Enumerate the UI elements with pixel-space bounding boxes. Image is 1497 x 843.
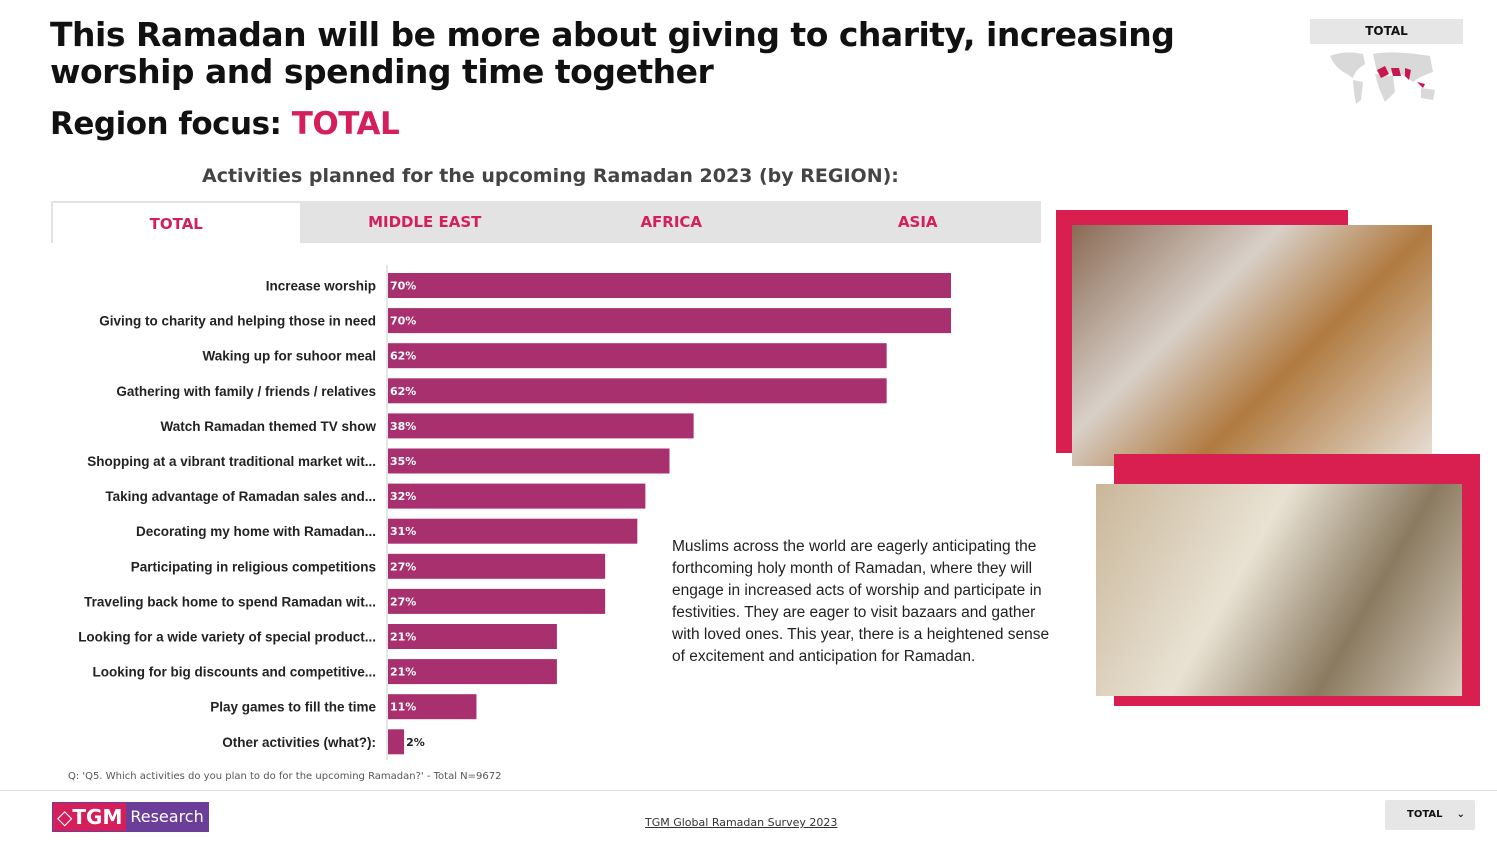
bar — [388, 273, 951, 298]
category-label: Looking for a wide variety of special pr… — [78, 630, 376, 645]
category-label: Looking for big discounts and competitiv… — [92, 665, 376, 680]
bar — [388, 413, 694, 439]
bar — [388, 659, 557, 685]
bar — [388, 308, 951, 334]
category-label: Giving to charity and helping those in n… — [99, 314, 376, 329]
data-label: 21% — [390, 631, 416, 644]
footer — [0, 790, 1497, 843]
bar — [388, 448, 670, 474]
question-note: Q: 'Q5. Which activities do you plan to … — [68, 771, 502, 782]
data-label: 27% — [390, 595, 416, 608]
data-label: 27% — [390, 560, 416, 573]
region-dropdown[interactable]: TOTAL ⌄ — [1385, 800, 1475, 830]
bar — [388, 624, 557, 649]
tgm-logo: ◇TGM Research — [52, 802, 209, 832]
region-value: TOTAL — [291, 106, 400, 142]
region-prefix: Region focus: — [50, 106, 292, 142]
bar-chart: Increase worship 70% Giving to charity and… — [78, 265, 951, 760]
data-label: 38% — [390, 420, 416, 433]
chevron-down-icon: ⌄ — [1456, 809, 1465, 820]
data-label: 62% — [390, 385, 416, 398]
region-focus: Region focus: TOTAL — [50, 106, 400, 142]
prayer-photo — [1096, 484, 1462, 696]
tab-africa[interactable]: AFRICA — [640, 213, 703, 231]
category-label: Traveling back home to spend Ramadan wit… — [84, 594, 376, 609]
iftar-photo — [1072, 225, 1432, 466]
bar — [388, 694, 477, 720]
category-label: Participating in religious competitions — [131, 559, 376, 574]
category-label: Watch Ramadan themed TV show — [160, 419, 376, 434]
bar — [388, 343, 887, 369]
region-tabs: TOTAL MIDDLE EAST AFRICA ASIA — [51, 201, 1041, 243]
world-map-icon — [1330, 52, 1435, 104]
category-label: Waking up for suhoor meal — [202, 349, 376, 364]
survey-link[interactable]: TGM Global Ramadan Survey 2023 — [645, 816, 838, 829]
bar — [388, 729, 405, 755]
data-label: 21% — [390, 666, 416, 679]
tab-total[interactable]: TOTAL — [51, 201, 302, 243]
chart-title: Activities planned for the upcoming Rama… — [202, 165, 899, 187]
bar — [388, 483, 646, 509]
data-label: 62% — [390, 350, 416, 363]
category-label: Increase worship — [266, 279, 376, 294]
tab-asia[interactable]: ASIA — [897, 213, 938, 231]
category-label: Shopping at a vibrant traditional market… — [87, 454, 376, 469]
category-label: Decorating my home with Ramadan... — [136, 524, 376, 539]
category-label: Gathering with family / friends / relati… — [116, 384, 376, 399]
category-label: Taking advantage of Ramadan sales and... — [105, 489, 376, 504]
page-title: This Ramadan will be more about giving t… — [50, 15, 1175, 91]
bar — [388, 553, 606, 579]
category-label: Play games to fill the time — [210, 700, 376, 715]
data-label: 35% — [390, 455, 416, 468]
category-label: Other activities (what?): — [222, 735, 376, 750]
data-label: 11% — [390, 701, 416, 714]
bar — [388, 588, 606, 614]
tab-middle-east[interactable]: MIDDLE EAST — [368, 213, 482, 231]
bar — [388, 378, 887, 404]
data-label: 2% — [406, 736, 425, 749]
description-text: Muslims across the world are eagerly ant… — [672, 538, 1050, 665]
map-label: TOTAL — [1310, 19, 1463, 44]
bar — [388, 518, 638, 544]
data-label: 31% — [390, 525, 416, 538]
data-label: 32% — [390, 490, 416, 503]
data-label: 70% — [390, 315, 416, 328]
data-label: 70% — [390, 280, 416, 293]
